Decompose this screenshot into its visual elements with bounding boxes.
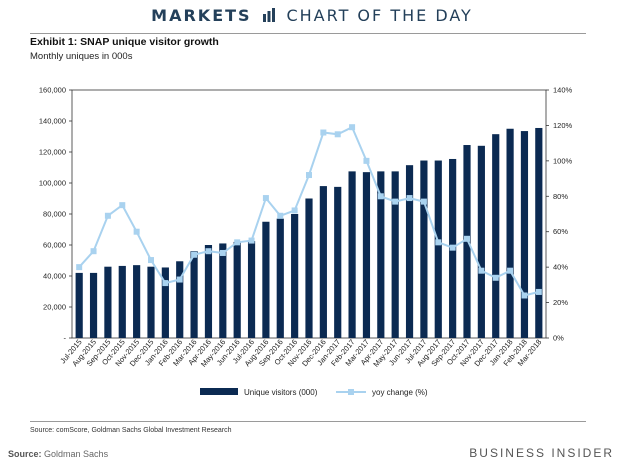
bar <box>147 266 155 338</box>
bar <box>176 261 184 338</box>
yoy-change-point <box>162 280 169 287</box>
yoy-change-point <box>492 274 499 281</box>
bottom-rule <box>30 421 586 422</box>
right-axis-tick-label: 0% <box>553 334 564 343</box>
legend-label-yoy-change: yoy change (%) <box>372 388 428 397</box>
yoy-change-point <box>119 202 126 209</box>
right-axis-tick-label: 100% <box>553 156 573 165</box>
yoy-change-point <box>392 198 399 205</box>
bar <box>276 218 284 338</box>
bar <box>420 160 428 338</box>
yoy-change-point <box>363 157 370 164</box>
bar <box>520 131 529 338</box>
yoy-change-point <box>334 131 341 138</box>
bar <box>161 267 169 338</box>
bar <box>377 171 385 338</box>
yoy-change-point <box>248 237 255 244</box>
yoy-change-point <box>306 172 312 179</box>
bar <box>247 241 256 338</box>
bar <box>133 265 141 338</box>
bar <box>233 241 241 338</box>
bar-chart-icon <box>263 8 276 22</box>
bar <box>348 171 356 338</box>
yoy-change-point <box>219 249 226 256</box>
yoy-change-point <box>521 292 528 299</box>
bar <box>75 272 83 338</box>
top-rule <box>30 33 586 34</box>
bar <box>391 171 399 338</box>
source-line: Source: comScore, Goldman Sachs Global I… <box>30 427 232 434</box>
yoy-change-point <box>320 129 327 136</box>
bar <box>405 165 414 338</box>
yoy-change-point <box>377 193 384 200</box>
legend-swatch-yoy-marker <box>348 389 354 395</box>
bar <box>305 198 313 338</box>
left-axis-tick-label: 80,000 <box>43 210 66 219</box>
yoy-change-point <box>205 248 212 255</box>
bar <box>319 186 327 338</box>
yoy-change-point <box>277 212 284 219</box>
yoy-change-point <box>420 198 427 205</box>
footer-source-label: Source: <box>8 449 42 459</box>
bar <box>104 266 112 338</box>
footer-source: Source: Goldman Sachs <box>8 449 108 459</box>
right-axis-tick-label: 120% <box>553 121 573 130</box>
right-axis-tick-label: 20% <box>553 298 568 307</box>
left-axis-tick-label: 20,000 <box>43 303 66 312</box>
yoy-change-point <box>148 257 154 264</box>
yoy-change-point <box>435 239 442 246</box>
bar <box>434 160 442 338</box>
yoy-change-point <box>176 276 183 283</box>
bar <box>291 214 299 338</box>
legend-swatch-unique-visitors <box>200 388 238 395</box>
yoy-change-point <box>291 207 298 214</box>
left-axis-tick-label: 100,000 <box>39 179 66 188</box>
yoy-change-point <box>507 267 514 274</box>
bar <box>477 145 485 338</box>
bar <box>535 127 543 338</box>
left-axis-tick-label: 60,000 <box>43 241 66 250</box>
left-axis-tick-label: 120,000 <box>39 148 66 157</box>
bar <box>262 221 270 338</box>
chart-of-the-day-banner: MARKETS CHART OF THE DAY <box>0 6 624 28</box>
yoy-change-point <box>262 195 269 202</box>
yoy-change-point <box>478 267 485 274</box>
bar <box>219 243 227 338</box>
legend-label-unique-visitors: Unique visitors (000) <box>244 388 318 397</box>
right-axis-tick-label: 60% <box>553 227 568 236</box>
chart-of-the-day-label: CHART OF THE DAY <box>286 6 473 25</box>
right-axis-tick-label: 40% <box>553 263 568 272</box>
yoy-change-point <box>234 239 241 246</box>
bar <box>492 134 500 338</box>
left-axis-tick-label: 140,000 <box>39 117 66 126</box>
snap-visitor-chart: - 20,000 40,000 60,000 80,000 100,000 120,000 1… <box>39 86 573 398</box>
yoy-change-point <box>90 248 97 255</box>
yoy-change-point <box>104 212 111 219</box>
left-axis-tick-label: 40,000 <box>43 272 66 281</box>
yoy-change-point <box>535 288 542 295</box>
yoy-change-point <box>406 195 413 202</box>
bar <box>118 265 126 338</box>
business-insider-logo: BUSINESS INSIDER <box>469 446 614 460</box>
bar <box>89 272 98 338</box>
yoy-change-point <box>76 264 83 271</box>
yoy-change-point <box>464 235 470 242</box>
bar <box>190 251 198 338</box>
exhibit-title: Exhibit 1: SNAP unique visitor growth <box>30 36 219 48</box>
yoy-change-point <box>349 124 356 131</box>
yoy-change-point <box>449 244 456 251</box>
bar <box>506 128 514 338</box>
yoy-change-point <box>133 228 140 235</box>
yoy-change-point <box>191 251 198 258</box>
right-axis-tick-label: 80% <box>553 192 568 201</box>
left-axis-tick-label: - <box>64 334 67 343</box>
exhibit-subtitle: Monthly uniques in 000s <box>30 51 133 62</box>
markets-label: MARKETS <box>151 6 252 25</box>
bar <box>204 245 213 338</box>
bar <box>334 186 342 338</box>
left-axis-tick-label: 160,000 <box>39 86 66 95</box>
footer-source-name: Goldman Sachs <box>44 449 109 459</box>
right-axis-tick-label: 140% <box>553 86 573 95</box>
bar <box>362 172 371 338</box>
